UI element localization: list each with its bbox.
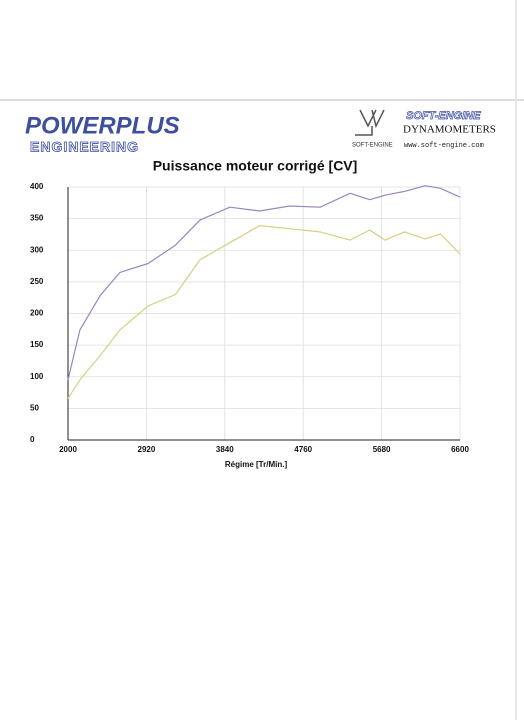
brand-bottom: ENGINEERING [30, 139, 139, 155]
y-tick-label: 400 [30, 182, 44, 191]
x-tick-label: 3840 [216, 445, 234, 454]
partner-line: DYNAMOMETERS [403, 124, 496, 136]
y-tick-label: 150 [30, 340, 44, 349]
y-tick-label: 300 [30, 245, 44, 254]
partner-small: SOFT-ENGINE [352, 143, 393, 149]
y-tick-label: 0 [30, 435, 35, 444]
y-tick-label: 50 [30, 403, 39, 412]
x-tick-label: 2000 [59, 445, 77, 454]
chart-title: Puissance moteur corrigé [CV] [153, 158, 358, 174]
y-tick-label: 100 [30, 372, 44, 381]
y-tick-label: 350 [30, 214, 44, 223]
x-axis-label: Régime [Tr/Min.] [225, 460, 288, 469]
brand-top: POWERPLUS [25, 112, 180, 139]
partner: SOFT-ENGINE [406, 110, 481, 122]
x-tick-label: 2920 [138, 445, 156, 454]
series-line [67, 185, 461, 381]
x-tick-label: 5680 [373, 445, 391, 454]
x-tick-label: 4760 [294, 445, 312, 454]
series-line [67, 225, 461, 399]
x-tick-label: 6600 [451, 445, 469, 454]
y-tick-label: 200 [30, 309, 44, 318]
y-tick-label: 250 [30, 277, 44, 286]
website: www.soft-engine.com [404, 142, 484, 150]
logo-icon [355, 109, 385, 136]
